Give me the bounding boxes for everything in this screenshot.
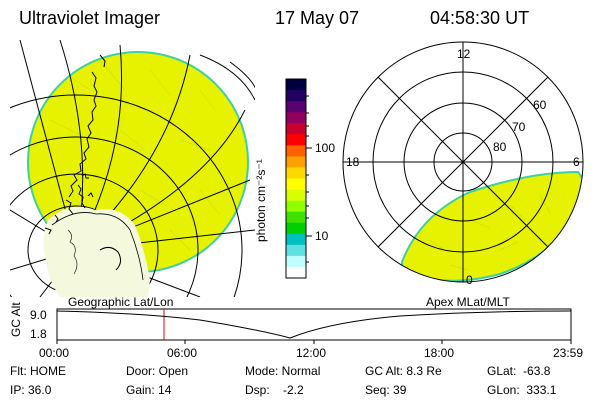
info-ip: IP: 36.0 <box>10 383 52 397</box>
altitude-axis-ticks <box>56 340 572 344</box>
colorbar-stripe <box>286 156 306 168</box>
time-tick-1800: 18:00 <box>424 346 455 360</box>
colorbar-stripe <box>286 123 306 135</box>
mlat-label-60: 60 <box>533 98 547 112</box>
mlat-label-70: 70 <box>512 120 526 134</box>
colorbar-tick-10: 10 <box>315 229 329 243</box>
mlat-label-80: 80 <box>493 140 507 154</box>
info-mode: Mode: Normal <box>245 364 321 378</box>
info-door: Door: Open <box>126 364 189 378</box>
colorbar-ticks <box>306 95 312 263</box>
colorbar-gradient <box>286 79 306 279</box>
colorbar-stripe <box>286 211 306 224</box>
info-flt: Flt: HOME <box>10 364 66 378</box>
mlt-label-0: 0 <box>466 273 473 287</box>
instrument-title: Ultraviolet Imager <box>19 8 161 28</box>
polar-plot <box>342 41 584 283</box>
colorbar-units-label: photon cm⁻²s⁻¹ <box>254 159 268 242</box>
altitude-curve <box>56 310 572 339</box>
colorbar-stripe <box>286 233 306 246</box>
mlt-label-18: 18 <box>346 155 360 169</box>
colorbar <box>285 78 312 279</box>
time-tick-0600: 06:00 <box>167 346 198 360</box>
polar-mlt-spokes <box>343 42 583 282</box>
geo-outer-curves <box>199 54 255 101</box>
colorbar-stripe <box>286 189 306 202</box>
info-seq: Seq: 39 <box>365 383 407 397</box>
colorbar-stripe <box>286 244 306 257</box>
colorbar-stripe <box>286 101 306 113</box>
colorbar-tick-100: 100 <box>315 141 336 155</box>
info-gc-alt: GC Alt: 8.3 Re <box>365 364 442 378</box>
time-tick-2359: 23:59 <box>553 346 584 360</box>
altitude-plot <box>56 308 572 344</box>
antarctica-region <box>43 206 150 297</box>
info-gain: Gain: 14 <box>126 383 172 397</box>
colorbar-stripe <box>286 90 306 102</box>
colorbar-stripe <box>286 222 306 235</box>
geo-panel-label: Geographic Lat/Lon <box>68 295 174 309</box>
colorbar-stripe <box>286 266 306 279</box>
altitude-ylabel: GC Alt <box>9 302 23 337</box>
colorbar-stripe <box>286 167 306 179</box>
colorbar-stripe <box>286 145 306 157</box>
geographic-map <box>10 39 255 297</box>
polar-aurora-oval <box>401 170 583 282</box>
colorbar-stripe <box>286 79 306 91</box>
date-label: 17 May 07 <box>275 8 360 28</box>
polar-panel-label: Apex MLat/MLT <box>426 295 510 309</box>
info-glon: GLon: 333.1 <box>487 383 557 397</box>
info-glat: GLat: -63.8 <box>487 364 551 378</box>
colorbar-stripe <box>286 200 306 213</box>
colorbar-stripe <box>286 112 306 124</box>
coastline <box>44 54 122 271</box>
mlt-label-12: 12 <box>457 47 471 61</box>
colorbar-stripe <box>286 134 306 146</box>
info-dsp: Dsp: -2.2 <box>245 383 304 397</box>
time-label: 04:58:30 UT <box>430 8 530 28</box>
colorbar-stripe <box>286 178 306 191</box>
time-tick-0000: 00:00 <box>39 346 70 360</box>
time-tick-1200: 12:00 <box>296 346 327 360</box>
altitude-ytick-high: 9.0 <box>30 308 47 322</box>
colorbar-stripe <box>286 255 306 268</box>
mlt-label-6: 6 <box>573 155 580 169</box>
altitude-ytick-low: 1.8 <box>30 327 47 341</box>
